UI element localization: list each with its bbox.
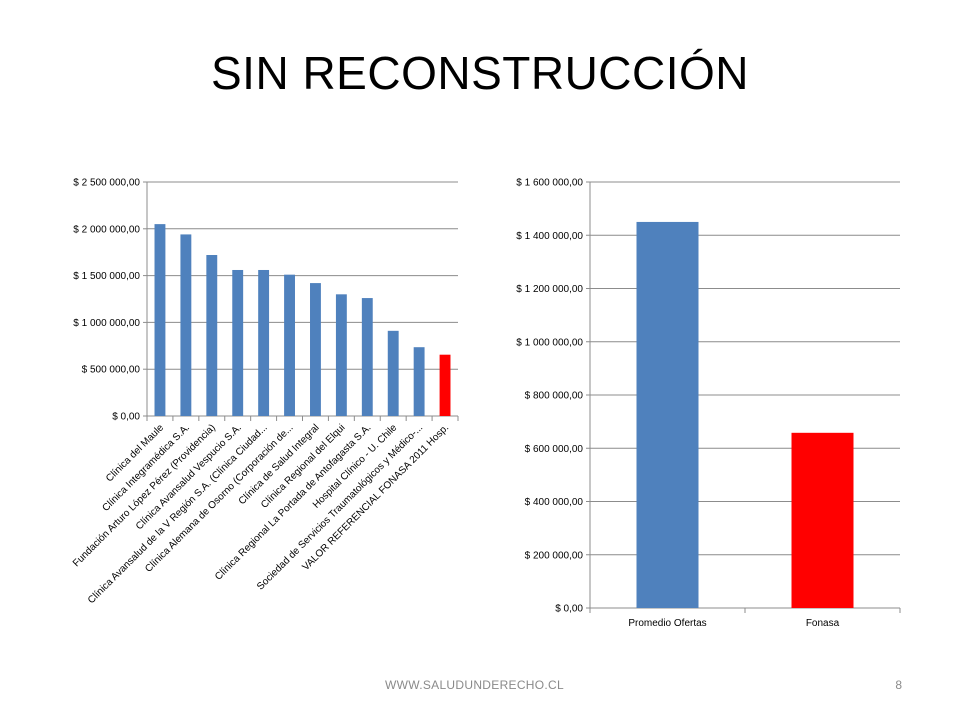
chart-2-bar [791, 432, 854, 608]
chart-1-bar [232, 269, 244, 416]
chart-1-y-tick-label: $ 0,00 [112, 412, 140, 423]
chart-2-y-tick-label: $ 1 200 000,00 [516, 284, 583, 295]
chart-1-bar [361, 298, 373, 416]
chart-1-bar [258, 269, 270, 416]
chart-2-y-tick-label: $ 600 000,00 [525, 444, 584, 455]
chart-1-bar [413, 347, 425, 416]
chart-2-x-tick-label: Fonasa [806, 618, 840, 629]
chart-1-bar [180, 234, 192, 416]
chart-1-bar [335, 294, 347, 416]
chart-2-y-tick-label: $ 200 000,00 [525, 550, 584, 561]
chart-2-x-tick-label: Promedio Ofertas [628, 618, 706, 629]
chart-1-x-tick-label: Clínica Avansalud de la V Región S.A. (C… [86, 422, 270, 606]
chart-2-y-tick-label: $ 0,00 [555, 604, 583, 615]
slide-title: SIN RECONSTRUCCIÓN [210, 47, 750, 99]
chart-1-bar [310, 283, 321, 416]
chart-1-bar [387, 330, 399, 416]
chart-1-bar [154, 224, 166, 416]
chart-1-y-tick-label: $ 1 000 000,00 [73, 318, 140, 329]
chart-2-y-tick-label: $ 1 000 000,00 [516, 337, 583, 348]
chart-1-bar [206, 255, 218, 416]
chart-2-y-tick-label: $ 1 600 000,00 [516, 178, 583, 189]
chart-2-bar [636, 221, 699, 608]
chart-1-y-tick-label: $ 1 500 000,00 [73, 271, 140, 282]
chart-2-y-tick-label: $ 1 400 000,00 [516, 231, 583, 242]
chart-1-bar [439, 354, 451, 416]
chart-1-y-tick-label: $ 500 000,00 [82, 365, 141, 376]
chart-2-y-tick-label: $ 400 000,00 [525, 497, 584, 508]
chart-1-y-tick-label: $ 2 000 000,00 [73, 224, 140, 235]
chart-1-y-tick-label: $ 2 500 000,00 [73, 178, 140, 189]
left-bar-chart: $ 0,00 $ 500 000,00 $ 1 000 000,00 $ 1 500 … [71, 178, 459, 606]
chart-2-y-tick-label: $ 800 000,00 [525, 391, 584, 402]
footer-url[interactable]: WWW.SALUDUNDERECHO.CL [385, 678, 564, 692]
right-bar-chart: $ 0,00 $ 200 000,00 $ 400 000,00 $ 600 000,… [516, 178, 901, 629]
page-number: 8 [895, 678, 902, 692]
chart-1-bar [284, 274, 295, 416]
